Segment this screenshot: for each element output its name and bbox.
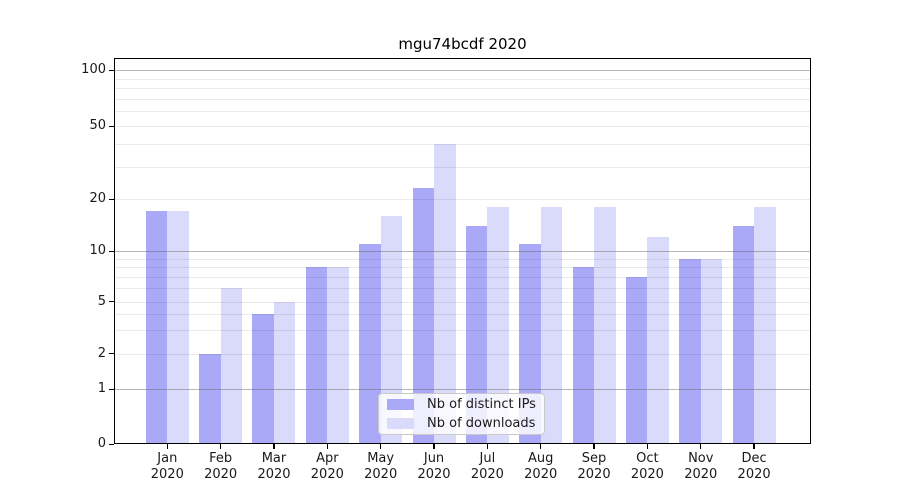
bar-oct-downloads [647, 237, 669, 444]
legend: Nb of distinct IPs Nb of downloads [378, 393, 545, 435]
y-tick-1 [109, 388, 114, 390]
gridline-100 [115, 70, 810, 71]
x-tick-may [380, 444, 382, 449]
minor-gridline-7 [115, 276, 810, 278]
gridline-20 [115, 199, 810, 200]
x-tick-dec [753, 444, 755, 449]
minor-gridline-90 [115, 78, 810, 80]
x-tick-label-oct: Oct 2020 [630, 451, 664, 482]
bar-sep-downloads [594, 206, 616, 444]
y-tick-label-1: 1 [97, 381, 106, 396]
x-tick-feb [220, 444, 222, 449]
y-tick-5 [109, 301, 114, 303]
y-tick-label-2: 2 [97, 345, 106, 361]
gridline-1 [115, 389, 810, 390]
x-tick-label-mar: Mar 2020 [257, 451, 291, 482]
y-tick-20 [109, 198, 114, 200]
minor-gridline-60 [115, 111, 810, 113]
minor-gridline-80 [115, 88, 810, 90]
y-tick-label-20: 20 [89, 191, 106, 206]
bar-apr-distinct-ips [305, 267, 328, 444]
y-tick-label-10: 10 [89, 243, 106, 258]
y-tick-50 [109, 125, 114, 127]
x-tick-label-jul: Jul 2020 [470, 451, 504, 482]
bar-dec-distinct-ips [732, 225, 755, 444]
legend-entry-downloads: Nb of downloads [387, 416, 536, 431]
bar-jun-downloads [434, 143, 456, 444]
x-tick-label-apr: Apr 2020 [310, 451, 344, 482]
bar-jul-distinct-ips [465, 225, 488, 444]
legend-entry-distinct-ips: Nb of distinct IPs [387, 397, 536, 412]
x-tick-nov [700, 444, 702, 449]
x-tick-jun [433, 444, 435, 449]
x-tick-aug [540, 444, 542, 449]
x-tick-mar [273, 444, 275, 449]
bar-feb-distinct-ips [199, 353, 221, 444]
x-tick-jul [486, 444, 488, 449]
y-tick-label-50: 50 [89, 118, 106, 133]
x-tick-oct [646, 444, 648, 449]
minor-gridline-70 [115, 98, 810, 100]
minor-gridline-6 [115, 288, 810, 290]
gridline-10 [115, 251, 810, 252]
bar-jan-downloads [167, 211, 189, 444]
bar-jun-distinct-ips [412, 187, 435, 444]
bar-mar-distinct-ips [252, 314, 274, 444]
x-tick-apr [326, 444, 328, 449]
legend-swatch-distinct-ips [387, 399, 414, 410]
gridline-5 [115, 301, 810, 303]
x-tick-label-may: May 2020 [364, 451, 398, 482]
minor-gridline-4 [115, 314, 810, 316]
x-tick-label-dec: Dec 2020 [737, 451, 771, 482]
y-tick-label-5: 5 [97, 293, 106, 309]
bar-dec-downloads [754, 206, 776, 444]
gridline-50 [115, 126, 810, 127]
y-tick-0 [109, 443, 114, 445]
bar-oct-distinct-ips [625, 276, 648, 444]
bar-may-distinct-ips [359, 243, 381, 444]
x-tick-sep [593, 444, 595, 449]
bar-sep-distinct-ips [572, 267, 595, 444]
bar-jul-downloads [487, 206, 509, 444]
x-tick-label-jan: Jan 2020 [150, 451, 184, 482]
minor-gridline-9 [115, 258, 810, 260]
minor-gridline-30 [115, 166, 810, 168]
y-tick-2 [109, 353, 114, 355]
bar-feb-downloads [220, 288, 243, 444]
bar-nov-distinct-ips [679, 258, 701, 444]
bar-jan-distinct-ips [145, 211, 168, 444]
legend-label-distinct-ips: Nb of distinct IPs [427, 397, 536, 412]
y-tick-100 [109, 69, 114, 71]
y-tick-label-100: 100 [81, 62, 106, 77]
bar-nov-downloads [700, 258, 723, 444]
gridline-2 [115, 353, 810, 355]
x-tick-label-aug: Aug 2020 [524, 451, 558, 482]
x-tick-label-jun: Jun 2020 [417, 451, 451, 482]
bar-aug-downloads [540, 206, 563, 444]
y-tick-10 [109, 250, 114, 252]
minor-gridline-8 [115, 267, 810, 269]
x-tick-label-nov: Nov 2020 [684, 451, 718, 482]
x-tick-label-feb: Feb 2020 [204, 451, 238, 482]
y-tick-label-0: 0 [97, 436, 106, 451]
chart-title: mgu74bcdf 2020 [398, 35, 527, 53]
legend-label-downloads: Nb of downloads [427, 416, 536, 431]
bar-mar-downloads [273, 301, 296, 444]
bar-may-downloads [380, 215, 403, 444]
x-tick-label-sep: Sep 2020 [577, 451, 611, 482]
bar-apr-downloads [327, 267, 349, 444]
minor-gridline-3 [115, 330, 810, 332]
minor-gridline-40 [115, 143, 810, 145]
x-tick-jan [166, 444, 168, 449]
legend-swatch-downloads [387, 418, 414, 429]
